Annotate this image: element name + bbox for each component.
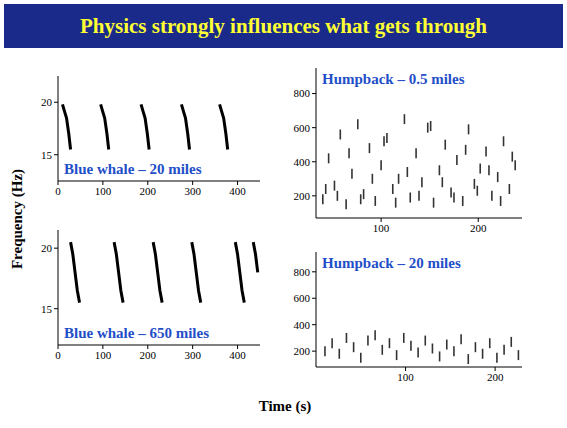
svg-text:200: 200 [294, 345, 311, 357]
svg-text:200: 200 [487, 371, 504, 383]
svg-text:400: 400 [229, 185, 246, 197]
svg-text:400: 400 [294, 156, 311, 168]
svg-text:400: 400 [229, 349, 246, 361]
svg-text:100: 100 [397, 371, 414, 383]
svg-text:600: 600 [294, 292, 311, 304]
svg-text:800: 800 [294, 266, 311, 278]
svg-text:100: 100 [95, 185, 112, 197]
html-text:Humpback – 0.5 miles: Humpback – 0.5 miles [322, 71, 465, 87]
svg-text:100: 100 [373, 222, 390, 234]
svg-text:15: 15 [41, 303, 53, 315]
svg-text:20: 20 [41, 96, 53, 108]
svg-text:0: 0 [55, 185, 61, 197]
svg-text:300: 300 [184, 349, 201, 361]
svg-text:15: 15 [41, 149, 53, 161]
html-text:Blue whale – 20 miles: Blue whale – 20 miles [64, 161, 202, 177]
svg-text:20: 20 [41, 242, 53, 254]
html-text:Humpback – 20 miles: Humpback – 20 miles [322, 255, 461, 271]
html-text:Time (s): Time (s) [258, 398, 312, 414]
svg-text:300: 300 [184, 185, 201, 197]
svg-text:200: 200 [294, 190, 311, 202]
html-text:Frequency (Hz): Frequency (Hz) [9, 168, 25, 270]
svg-text:0: 0 [55, 349, 61, 361]
html-text:Blue whale – 650 miles: Blue whale – 650 miles [64, 325, 209, 341]
html-text:Physics strongly influences wh: Physics strongly influences what gets th… [80, 14, 487, 38]
svg-text:200: 200 [140, 349, 157, 361]
svg-text:100: 100 [95, 349, 112, 361]
svg-text:600: 600 [294, 122, 311, 134]
svg-text:200: 200 [140, 185, 157, 197]
svg-text:400: 400 [294, 319, 311, 331]
svg-text:800: 800 [294, 87, 311, 99]
svg-text:200: 200 [470, 222, 487, 234]
